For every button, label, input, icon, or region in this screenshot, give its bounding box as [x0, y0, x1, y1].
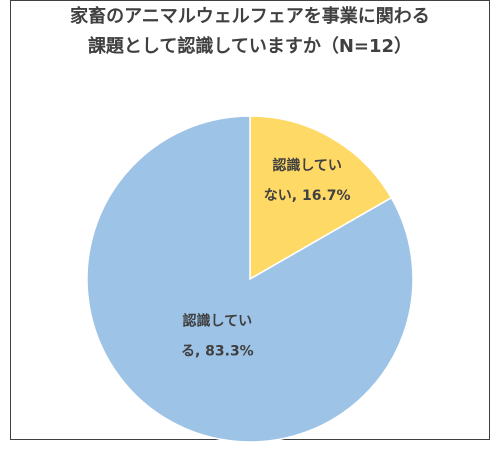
- data-label: 認識している, 83.3%: [181, 312, 254, 359]
- pie-slice: [86, 115, 414, 443]
- pie-slice: [249, 115, 393, 281]
- data-label-line: 認識してい: [183, 312, 253, 329]
- chart-title: 家畜のアニマルウェルフェアを事業に関わる 課題として認識していますか（N=12）: [70, 6, 430, 57]
- data-label-line: る, 83.3%: [181, 343, 254, 359]
- data-label-line: ない, 16.7%: [264, 188, 351, 204]
- data-label: 認識していない, 16.7%: [264, 157, 351, 204]
- data-label-line: 認識してい: [272, 157, 342, 174]
